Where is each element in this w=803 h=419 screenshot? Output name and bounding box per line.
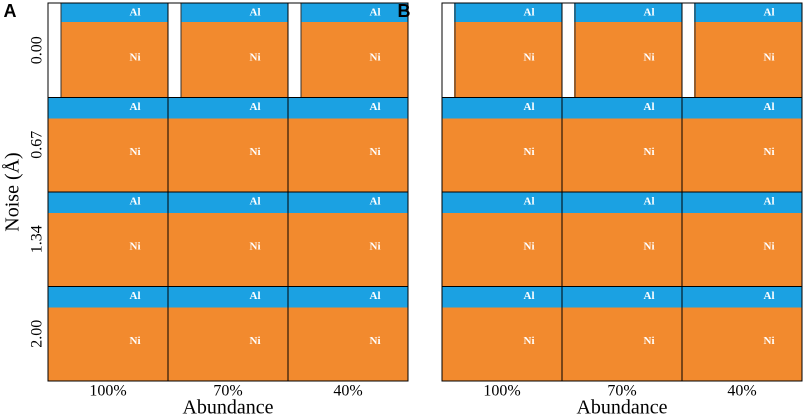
al-label: Al	[764, 196, 775, 208]
al-label: Al	[644, 101, 655, 113]
empty-strip	[442, 3, 454, 98]
column-label: 40%	[727, 383, 756, 400]
al-area	[562, 192, 682, 213]
al-label: Al	[524, 101, 535, 113]
column-label: 70%	[213, 383, 242, 400]
al-label: Al	[644, 196, 655, 208]
column-label: 40%	[333, 383, 362, 400]
ni-label: Ni	[250, 241, 261, 253]
ni-label: Ni	[524, 335, 535, 347]
al-area	[562, 97, 682, 119]
al-label: Al	[130, 290, 141, 302]
column-label: 100%	[483, 383, 520, 400]
al-label: Al	[130, 7, 141, 19]
al-label: Al	[524, 196, 535, 208]
al-area	[562, 3, 682, 22]
al-label: Al	[250, 7, 261, 19]
al-area	[442, 286, 562, 308]
al-label: Al	[250, 101, 261, 113]
ni-label: Ni	[130, 335, 141, 347]
ni-label: Ni	[130, 52, 141, 64]
al-label: Al	[370, 101, 381, 113]
al-area	[682, 3, 802, 22]
al-area	[168, 286, 288, 308]
al-area	[48, 286, 168, 308]
empty-strip	[682, 3, 694, 98]
row-label: 0.67	[29, 131, 46, 159]
ni-label: Ni	[764, 146, 775, 158]
al-area	[168, 3, 288, 22]
al-area	[442, 3, 562, 22]
panel-label: B	[398, 1, 411, 21]
y-axis-title: Noise (Å)	[2, 152, 24, 231]
row-label: 2.00	[29, 320, 46, 348]
al-area	[288, 97, 408, 119]
ni-label: Ni	[370, 52, 381, 64]
al-label: Al	[370, 290, 381, 302]
empty-strip	[168, 3, 181, 98]
al-area	[442, 97, 562, 119]
row-label: 0.00	[29, 36, 46, 64]
al-area	[48, 3, 168, 22]
ni-label: Ni	[524, 146, 535, 158]
ni-label: Ni	[370, 241, 381, 253]
cell-border	[287, 286, 409, 382]
al-area	[168, 97, 288, 119]
al-label: Al	[524, 290, 535, 302]
al-area	[48, 97, 168, 119]
al-label: Al	[524, 7, 535, 19]
al-label: Al	[130, 196, 141, 208]
al-area	[682, 97, 802, 119]
al-label: Al	[644, 290, 655, 302]
empty-strip	[48, 3, 61, 98]
al-area	[288, 3, 408, 22]
ni-label: Ni	[250, 52, 261, 64]
al-label: Al	[250, 290, 261, 302]
ni-label: Ni	[370, 146, 381, 158]
al-label: Al	[764, 7, 775, 19]
cell-border	[681, 286, 803, 382]
ni-label: Ni	[250, 335, 261, 347]
x-axis-title: Abundance	[182, 397, 273, 419]
x-axis-title: Abundance	[576, 397, 667, 419]
empty-strip	[562, 3, 574, 98]
ni-label: Ni	[764, 241, 775, 253]
al-label: Al	[764, 290, 775, 302]
empty-strip	[288, 3, 301, 98]
ni-label: Ni	[764, 52, 775, 64]
column-label: 100%	[89, 383, 126, 400]
al-label: Al	[644, 7, 655, 19]
al-area	[48, 192, 168, 213]
ni-label: Ni	[644, 241, 655, 253]
ni-label: Ni	[370, 335, 381, 347]
ni-label: Ni	[644, 52, 655, 64]
ni-label: Ni	[130, 241, 141, 253]
al-area	[442, 192, 562, 213]
ni-label: Ni	[764, 335, 775, 347]
ni-label: Ni	[250, 146, 261, 158]
ni-label: Ni	[524, 52, 535, 64]
row-label: 1.34	[29, 225, 46, 253]
al-label: Al	[764, 101, 775, 113]
ni-label: Ni	[644, 146, 655, 158]
panel-label: A	[4, 1, 17, 21]
al-area	[562, 286, 682, 308]
ni-label: Ni	[130, 146, 141, 158]
al-area	[288, 192, 408, 213]
al-area	[682, 286, 802, 308]
column-label: 70%	[607, 383, 636, 400]
al-area	[682, 192, 802, 213]
al-area	[288, 286, 408, 308]
ni-label: Ni	[524, 241, 535, 253]
ni-label: Ni	[644, 335, 655, 347]
al-label: Al	[250, 196, 261, 208]
al-label: Al	[370, 7, 381, 19]
al-label: Al	[370, 196, 381, 208]
al-label: Al	[130, 101, 141, 113]
al-area	[168, 192, 288, 213]
